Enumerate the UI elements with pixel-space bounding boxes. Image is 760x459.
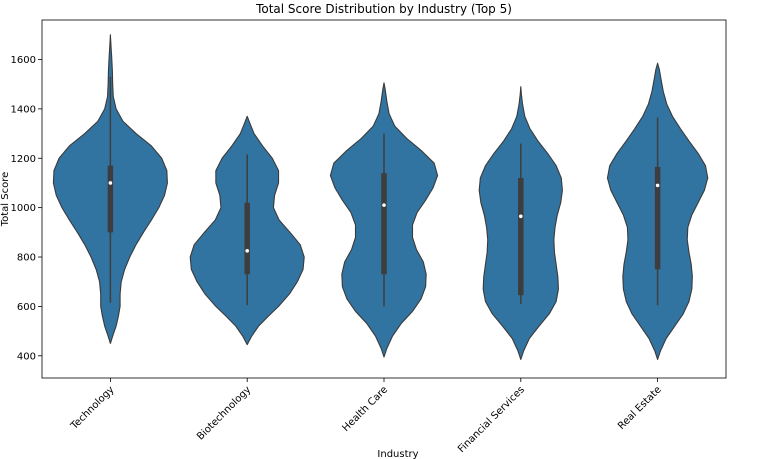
y-tick-label: 1600 xyxy=(11,55,36,66)
y-tick-label: 1400 xyxy=(11,104,36,115)
y-tick-label: 1000 xyxy=(11,203,36,214)
x-tick-label: Technology xyxy=(68,384,116,432)
x-axis-label: Industry xyxy=(377,449,418,459)
violin-median xyxy=(655,183,660,188)
y-tick-label: 400 xyxy=(17,351,36,362)
y-axis: 400 600 800 1000 1200 1400 1600 xyxy=(11,55,42,362)
y-tick-label: 1200 xyxy=(11,154,36,165)
violin-median xyxy=(519,214,523,219)
violin-median xyxy=(382,203,386,207)
violin-median xyxy=(245,249,249,253)
chart-title: Total Score Distribution by Industry (To… xyxy=(255,2,512,16)
x-tick-label: Real Estate xyxy=(616,384,664,432)
y-axis-label: Total Score xyxy=(0,172,11,228)
x-tick-label: Health Care xyxy=(341,384,391,434)
x-tick-label: Biotechnology xyxy=(195,384,253,442)
x-axis: Technology Biotechnology Health Care Financ… xyxy=(68,378,664,455)
violin-median xyxy=(108,181,113,185)
y-tick-label: 800 xyxy=(17,253,36,264)
violin-layer xyxy=(52,34,709,361)
y-tick-label: 600 xyxy=(17,302,36,313)
x-tick-label: Financial Services xyxy=(456,384,527,455)
